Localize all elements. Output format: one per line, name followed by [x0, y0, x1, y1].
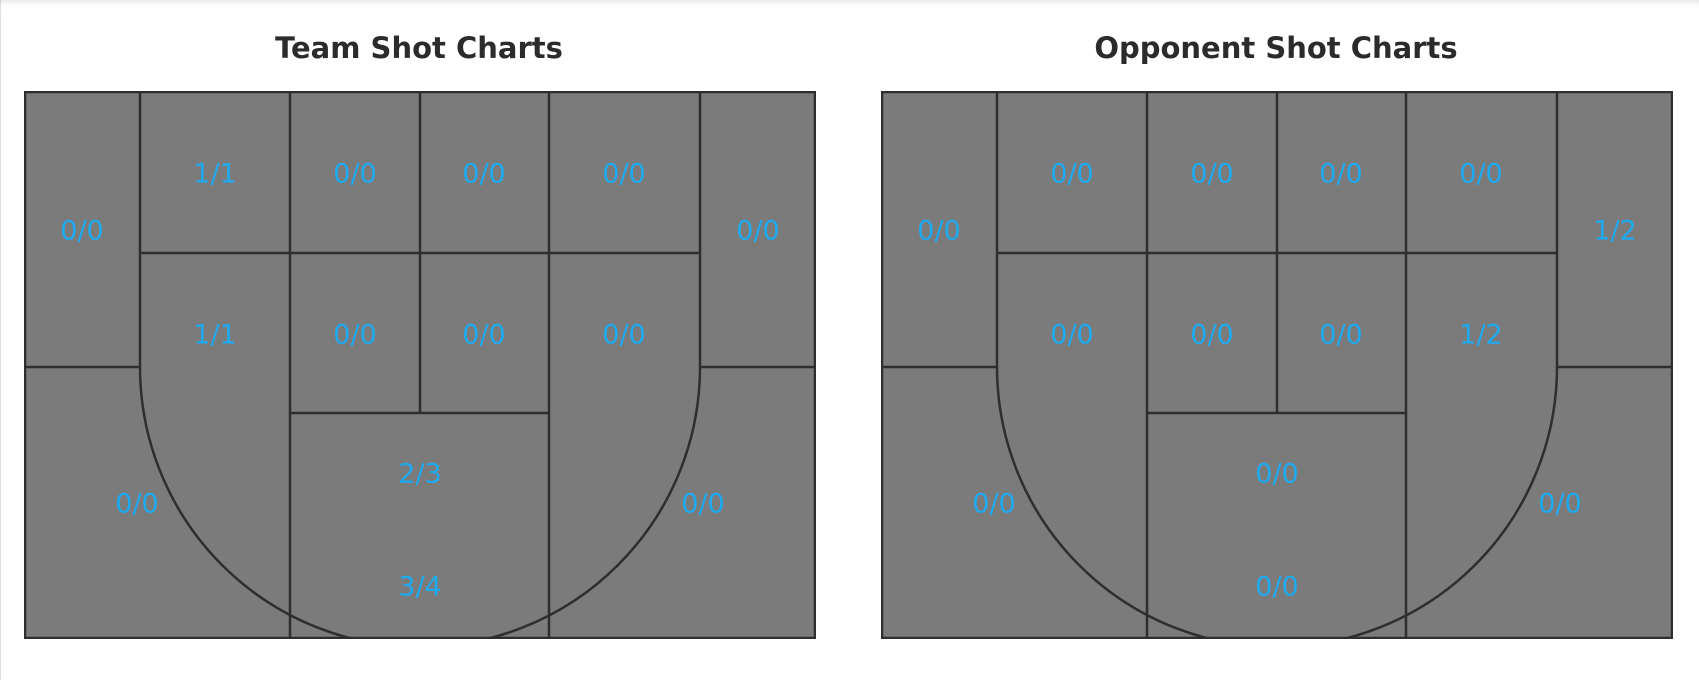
zone-paint-bottom-label: 0/0 — [1255, 572, 1298, 603]
zone-top-3-label: 0/0 — [462, 159, 505, 190]
zone-mid-center-right-label: 0/0 — [1319, 320, 1362, 351]
zone-top-4-label: 0/0 — [1459, 159, 1502, 190]
zone-left-corner-top-label: 0/0 — [60, 216, 103, 247]
zone-paint-top-label: 0/0 — [1255, 459, 1298, 490]
zone-top-4-label: 0/0 — [602, 159, 645, 190]
zone-mid-right-label: 0/0 — [602, 320, 645, 351]
zone-right-corner-bottom-label: 0/0 — [681, 489, 724, 520]
zone-left-corner-bottom-label: 0/0 — [972, 489, 1015, 520]
zone-right-corner-top-label: 0/0 — [736, 216, 779, 247]
zone-mid-right-label: 1/2 — [1459, 320, 1502, 351]
zone-mid-left-label: 1/1 — [193, 320, 236, 351]
zone-paint-top-label: 2/3 — [398, 459, 441, 490]
zone-mid-center-left-label: 0/0 — [1190, 320, 1233, 351]
zone-top-2-label: 0/0 — [1190, 159, 1233, 190]
zone-right-corner-bottom-label: 0/0 — [1538, 489, 1581, 520]
zone-right-corner-top-label: 1/2 — [1593, 216, 1636, 247]
zone-top-3-label: 0/0 — [1319, 159, 1362, 190]
zone-top-1-label: 0/0 — [1050, 159, 1093, 190]
zone-top-2-label: 0/0 — [333, 159, 376, 190]
opponent-shot-chart: 0/0 0/0 0/0 0/0 0/0 1/2 0/0 0/0 0/0 1/2 … — [881, 91, 1673, 639]
opponent-shot-charts-title: Opponent Shot Charts — [1094, 31, 1458, 65]
zone-paint-bottom-label: 3/4 — [398, 572, 441, 603]
team-shot-chart: 0/0 1/1 0/0 0/0 0/0 0/0 1/1 0/0 0/0 0/0 … — [24, 91, 816, 639]
zone-left-corner-bottom-label: 0/0 — [115, 489, 158, 520]
zone-left-corner-top-label: 0/0 — [917, 216, 960, 247]
zone-mid-left-label: 0/0 — [1050, 320, 1093, 351]
zone-mid-center-right-label: 0/0 — [462, 320, 505, 351]
team-shot-charts-title: Team Shot Charts — [275, 31, 563, 65]
zone-top-1-label: 1/1 — [193, 159, 236, 190]
zone-mid-center-left-label: 0/0 — [333, 320, 376, 351]
